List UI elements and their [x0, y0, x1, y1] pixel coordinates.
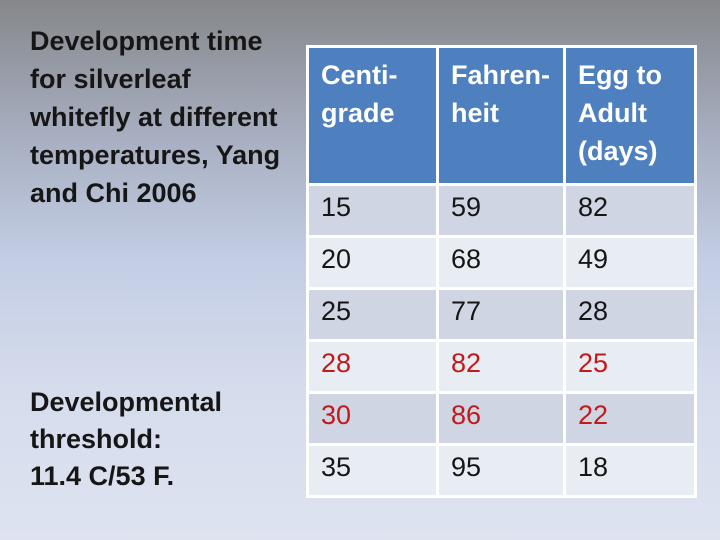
header-cell-fahrenheit: Fahren- heit — [439, 48, 563, 183]
table-row: 35 95 18 — [309, 446, 694, 495]
header-cell-egg-to-adult: Egg to Adult (days) — [566, 48, 694, 183]
cell-egg-to-adult: 49 — [566, 238, 694, 287]
cell-egg-to-adult: 25 — [566, 342, 694, 391]
header-cell-centigrade: Centi- grade — [309, 48, 436, 183]
cell-egg-to-adult: 18 — [566, 446, 694, 495]
cell-egg-to-adult: 28 — [566, 290, 694, 339]
cell-centigrade: 15 — [309, 186, 436, 235]
developmental-threshold-note: Developmental threshold: 11.4 C/53 F. — [30, 384, 222, 495]
title-line: temperatures, Yang — [30, 140, 281, 170]
development-time-table: Centi- grade Fahren- heit Egg to Adult (… — [306, 45, 697, 498]
table-row: 15 59 82 — [309, 186, 694, 235]
cell-fahrenheit: 82 — [439, 342, 563, 391]
cell-fahrenheit: 86 — [439, 394, 563, 443]
cell-fahrenheit: 68 — [439, 238, 563, 287]
cell-egg-to-adult: 22 — [566, 394, 694, 443]
cell-centigrade: 25 — [309, 290, 436, 339]
cell-fahrenheit: 95 — [439, 446, 563, 495]
title-line: and Chi 2006 — [30, 178, 197, 208]
table-row: 30 86 22 — [309, 394, 694, 443]
table-row: 25 77 28 — [309, 290, 694, 339]
table-header-row: Centi- grade Fahren- heit Egg to Adult (… — [309, 48, 694, 183]
cell-centigrade: 20 — [309, 238, 436, 287]
threshold-line: threshold: — [30, 424, 162, 454]
table-row: 28 82 25 — [309, 342, 694, 391]
threshold-line: 11.4 C/53 F. — [30, 461, 175, 491]
cell-egg-to-adult: 82 — [566, 186, 694, 235]
title-line: whitefly at different — [30, 102, 278, 132]
cell-centigrade: 30 — [309, 394, 436, 443]
cell-centigrade: 35 — [309, 446, 436, 495]
title-line: for silverleaf — [30, 64, 191, 94]
table-row: 20 68 49 — [309, 238, 694, 287]
threshold-line: Developmental — [30, 387, 223, 417]
cell-fahrenheit: 77 — [439, 290, 563, 339]
slide-title: Development time for silverleaf whitefly… — [30, 22, 280, 212]
cell-centigrade: 28 — [309, 342, 436, 391]
cell-fahrenheit: 59 — [439, 186, 563, 235]
title-line: Development time — [30, 26, 263, 56]
